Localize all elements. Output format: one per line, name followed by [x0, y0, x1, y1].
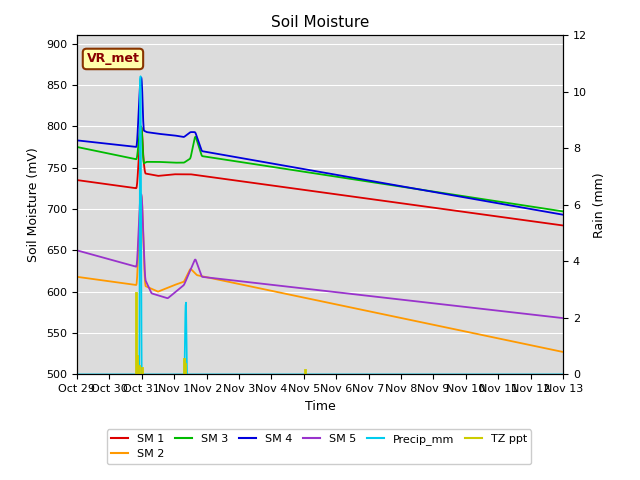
Title: Soil Moisture: Soil Moisture — [271, 15, 369, 30]
Legend: SM 1, SM 2, SM 3, SM 4, SM 5, Precip_mm, TZ ppt: SM 1, SM 2, SM 3, SM 4, SM 5, Precip_mm,… — [107, 429, 531, 464]
Y-axis label: Soil Moisture (mV): Soil Moisture (mV) — [28, 147, 40, 262]
Y-axis label: Rain (mm): Rain (mm) — [593, 172, 605, 238]
Text: VR_met: VR_met — [86, 52, 140, 65]
X-axis label: Time: Time — [305, 400, 335, 413]
